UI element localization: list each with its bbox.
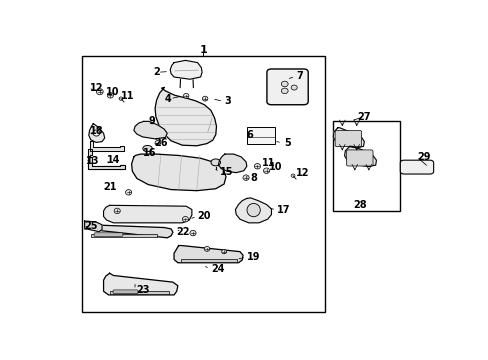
Text: 12: 12 — [89, 83, 103, 93]
Polygon shape — [84, 221, 173, 238]
Bar — [180, 259, 236, 262]
Ellipse shape — [263, 168, 269, 174]
FancyBboxPatch shape — [400, 160, 433, 174]
FancyBboxPatch shape — [334, 131, 361, 147]
Ellipse shape — [290, 85, 297, 90]
Text: 23: 23 — [136, 285, 149, 295]
Polygon shape — [134, 121, 167, 139]
Polygon shape — [103, 273, 178, 295]
Ellipse shape — [204, 247, 209, 251]
Text: 11: 11 — [262, 158, 275, 168]
Text: 24: 24 — [210, 264, 224, 274]
Text: 28: 28 — [352, 199, 366, 210]
FancyBboxPatch shape — [346, 150, 372, 166]
Ellipse shape — [281, 81, 287, 87]
Text: 16: 16 — [142, 148, 156, 158]
Ellipse shape — [155, 140, 160, 145]
Polygon shape — [235, 198, 271, 223]
Text: 20: 20 — [197, 211, 211, 221]
Bar — [246, 127, 275, 144]
Text: 19: 19 — [246, 252, 260, 262]
Ellipse shape — [96, 89, 103, 95]
Text: 12: 12 — [296, 168, 309, 179]
Ellipse shape — [202, 96, 207, 101]
Polygon shape — [84, 221, 102, 232]
FancyBboxPatch shape — [113, 290, 138, 293]
Text: 26: 26 — [154, 138, 167, 148]
Ellipse shape — [183, 94, 188, 98]
Text: 9: 9 — [148, 116, 155, 126]
Ellipse shape — [254, 163, 260, 169]
Text: 1: 1 — [199, 45, 207, 55]
Ellipse shape — [189, 230, 196, 236]
Text: 10: 10 — [268, 162, 282, 172]
Ellipse shape — [125, 190, 131, 195]
Polygon shape — [89, 123, 104, 143]
Text: 5: 5 — [284, 138, 291, 148]
Text: 21: 21 — [102, 183, 116, 192]
Text: 8: 8 — [250, 173, 257, 183]
Text: 22: 22 — [176, 227, 190, 237]
Ellipse shape — [221, 249, 226, 254]
Bar — [82, 56, 324, 312]
Polygon shape — [131, 154, 225, 191]
Text: 13: 13 — [85, 156, 99, 166]
Text: 7: 7 — [296, 72, 302, 81]
Text: 11: 11 — [121, 91, 134, 101]
Text: 17: 17 — [277, 204, 290, 215]
Polygon shape — [174, 246, 243, 263]
Text: 10: 10 — [105, 87, 119, 97]
FancyBboxPatch shape — [266, 69, 307, 105]
Text: 29: 29 — [416, 152, 430, 162]
Text: 18: 18 — [89, 126, 103, 136]
Bar — [110, 291, 169, 294]
Ellipse shape — [211, 159, 220, 166]
Ellipse shape — [93, 130, 100, 136]
Ellipse shape — [281, 88, 287, 94]
Bar — [90, 234, 157, 237]
Bar — [332, 121, 400, 211]
Text: 27: 27 — [357, 112, 370, 122]
Polygon shape — [88, 157, 124, 169]
Polygon shape — [155, 87, 216, 146]
Text: 15: 15 — [220, 167, 233, 177]
Ellipse shape — [107, 93, 113, 98]
Text: 14: 14 — [106, 155, 120, 165]
Polygon shape — [103, 205, 191, 223]
Ellipse shape — [114, 208, 120, 213]
Ellipse shape — [246, 203, 260, 217]
Text: 25: 25 — [84, 221, 97, 231]
Polygon shape — [332, 128, 364, 148]
Ellipse shape — [182, 216, 188, 222]
Ellipse shape — [243, 175, 248, 180]
Text: 3: 3 — [224, 96, 230, 107]
Polygon shape — [89, 141, 123, 151]
FancyBboxPatch shape — [94, 233, 122, 237]
Polygon shape — [218, 154, 246, 173]
Polygon shape — [344, 146, 376, 167]
Text: 2: 2 — [153, 67, 159, 77]
Text: 6: 6 — [246, 130, 253, 140]
Text: 4: 4 — [164, 94, 171, 104]
Polygon shape — [88, 149, 92, 157]
Ellipse shape — [142, 145, 152, 152]
Polygon shape — [170, 60, 202, 79]
